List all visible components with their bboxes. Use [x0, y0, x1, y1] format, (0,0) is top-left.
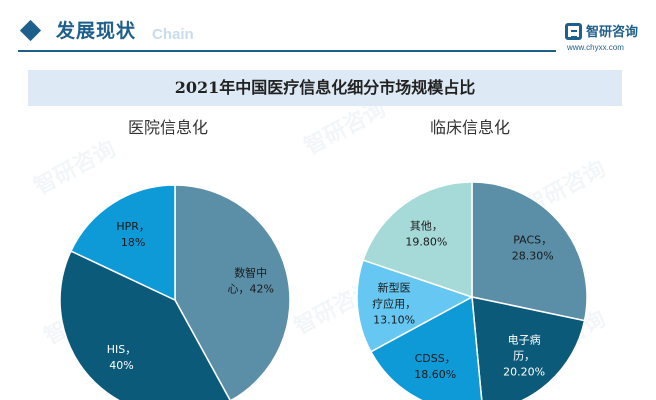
chart-title: 2021年中国医疗信息化细分市场规模占比	[174, 78, 476, 97]
pie-slice	[471, 181, 588, 322]
brand-url: www.chyxx.com	[567, 43, 624, 52]
page-header: 发展现状 Chain 智研咨询 www.chyxx.com	[0, 0, 656, 58]
pie-slice-label: 新型医疗应用， 13.10%	[372, 281, 416, 327]
brand-logo-icon	[565, 23, 582, 40]
pie-slice	[356, 259, 474, 353]
pie-slice-label: HPR， 18%	[116, 220, 150, 249]
chart-title-band: 2021年中国医疗信息化细分市场规模占比	[28, 70, 622, 106]
pie-slice	[471, 296, 586, 400]
pie-slice	[174, 184, 291, 400]
pie-slice-label: HIS， 40%	[107, 343, 137, 372]
pie-slice-label: 其他， 19.80%	[405, 219, 447, 248]
pie-title-clinical: 临床信息化	[430, 118, 511, 137]
brand-logo: 智研咨询 www.chyxx.com	[565, 21, 655, 57]
pie-slice-label: PACS， 28.30%	[512, 234, 554, 263]
pie-slice	[69, 184, 176, 302]
brand-name: 智研咨询	[586, 25, 639, 40]
pie-slice	[369, 295, 483, 400]
pie-slice	[59, 250, 231, 400]
pie-title-hospital: 医院信息化	[128, 118, 209, 137]
header-watermark: Chain	[152, 26, 194, 43]
pie-slice-label: CDSS， 18.60%	[414, 352, 456, 381]
pie-slice-label: 电子病历， 20.20%	[503, 332, 545, 378]
pie-hospital: 数智中心，42% HIS， 40% HPR， 18%	[59, 184, 291, 400]
pie-clinical: PACS， 28.30% 电子病历， 20.20% CDSS， 18.60% 新型医疗应用，…	[356, 181, 588, 400]
header-divider	[18, 50, 556, 52]
section-title: 发展现状	[56, 20, 137, 42]
pie-slice-label: 数智中心，42%	[227, 266, 273, 296]
pie-slice	[362, 181, 473, 299]
